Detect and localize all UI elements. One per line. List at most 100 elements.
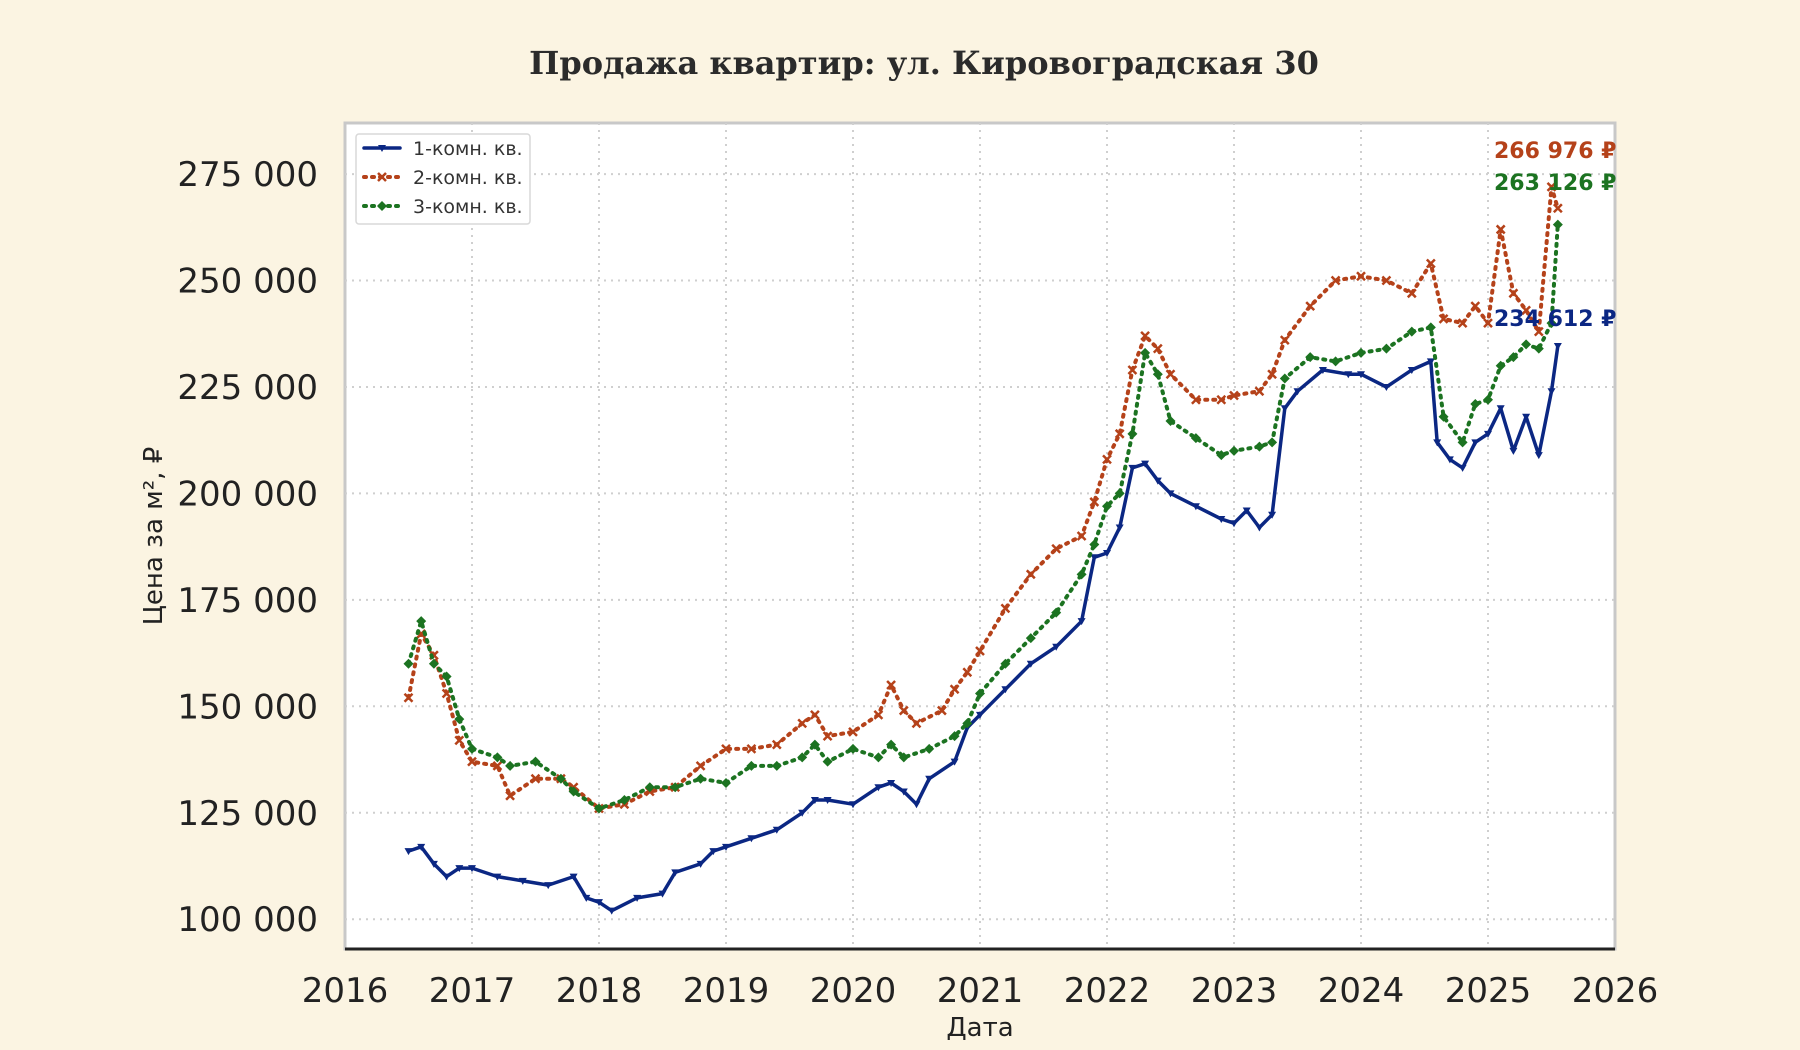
data-point (848, 726, 858, 737)
data-point (1483, 394, 1493, 405)
data-point (455, 865, 464, 873)
data-point (595, 899, 603, 907)
data-point (1484, 430, 1492, 438)
data-point (1356, 347, 1366, 358)
data-point (1508, 288, 1519, 299)
data-point (873, 752, 884, 763)
data-point (797, 752, 808, 763)
legend-box (355, 133, 531, 225)
y-tick-label: 250 000 (177, 262, 318, 302)
data-point (696, 860, 705, 868)
data-point (1470, 399, 1481, 410)
data-point (849, 801, 857, 809)
data-point (544, 882, 553, 890)
data-point (1152, 343, 1163, 354)
series-2 (403, 181, 1563, 814)
data-point (377, 172, 387, 182)
data-point (1534, 452, 1543, 460)
data-point (822, 731, 833, 741)
series-1 (404, 343, 1562, 915)
data-point (467, 756, 477, 767)
data-point (1293, 388, 1302, 396)
data-point (671, 869, 680, 877)
end-label: 266 976 ₽ (1494, 139, 1616, 164)
data-point (1279, 373, 1290, 384)
data-point (505, 790, 515, 801)
data-point (1190, 433, 1201, 444)
data-point (1533, 343, 1544, 354)
data-point (633, 894, 642, 902)
data-point (493, 873, 502, 881)
data-point (949, 731, 960, 742)
data-point (568, 786, 579, 797)
data-point (1522, 413, 1531, 421)
data-point (1496, 405, 1505, 413)
data-point (886, 739, 897, 750)
data-point (1471, 439, 1480, 447)
data-point (1305, 301, 1316, 311)
data-point (874, 784, 883, 792)
data-point (695, 773, 706, 784)
y-axis-label: Цена за м², ₽ (139, 447, 169, 626)
data-point (772, 826, 781, 834)
data-point (467, 743, 477, 754)
data-point (454, 735, 465, 746)
data-point (1140, 331, 1150, 341)
data-point (1000, 658, 1011, 669)
data-point (1254, 386, 1265, 397)
series-line (406, 184, 1560, 811)
data-point (887, 779, 896, 787)
data-point (823, 796, 832, 804)
data-point (378, 145, 386, 152)
grid (345, 123, 1615, 949)
data-point (1547, 388, 1556, 396)
data-point (454, 714, 465, 725)
data-point (822, 756, 833, 767)
data-point (1166, 490, 1175, 498)
data-point (428, 658, 439, 669)
data-point (518, 877, 527, 885)
data-point (797, 718, 808, 729)
data-point (937, 705, 947, 716)
data-point (1229, 390, 1239, 401)
x-tick-label: 2019 (683, 971, 770, 1011)
data-point (1470, 301, 1481, 311)
data-point (1089, 497, 1100, 507)
data-point (911, 718, 922, 729)
data-point (1153, 477, 1162, 485)
x-tick-label: 2022 (1064, 971, 1151, 1011)
data-point (962, 718, 973, 729)
data-point (1217, 515, 1226, 523)
data-point (377, 201, 387, 211)
data-point (1457, 437, 1468, 448)
data-point (709, 848, 718, 856)
chart-title: Продажа квартир: ул. Кировоградская 30 (529, 44, 1319, 82)
data-point (1508, 352, 1519, 363)
data-point (798, 809, 807, 817)
data-point (1495, 360, 1506, 371)
data-point (1521, 339, 1532, 350)
data-point (771, 739, 782, 750)
legend-label: 2-комн. кв. (413, 167, 523, 189)
data-point (403, 692, 414, 703)
y-tick-label: 125 000 (177, 794, 318, 834)
data-point (1076, 531, 1087, 541)
data-point (1216, 394, 1227, 405)
data-point (1128, 464, 1137, 472)
data-point (417, 843, 426, 851)
series-3 (403, 219, 1563, 814)
x-tick-label: 2021 (937, 971, 1024, 1011)
end-label: 263 126 ₽ (1494, 171, 1616, 196)
data-point (1318, 366, 1327, 374)
data-point (582, 894, 591, 902)
data-point (1546, 318, 1557, 329)
data-point (976, 711, 984, 719)
data-point (1152, 369, 1163, 380)
x-tick-label: 2017 (429, 971, 516, 1011)
data-point (1000, 603, 1011, 614)
data-point (1191, 503, 1200, 511)
y-tick-label: 100 000 (177, 900, 318, 940)
data-point (468, 865, 476, 873)
data-point (1407, 366, 1416, 374)
data-point (975, 688, 985, 699)
